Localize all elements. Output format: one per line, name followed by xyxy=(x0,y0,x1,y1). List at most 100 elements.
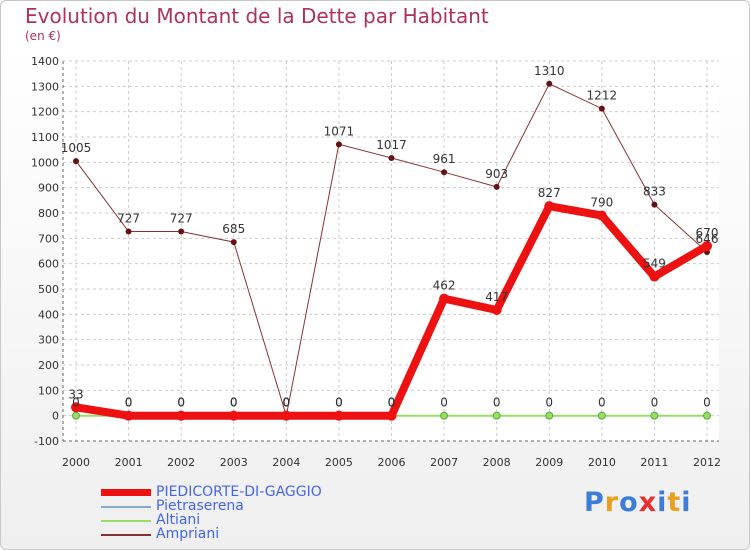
plot-area xyxy=(63,61,719,441)
x-tick-label: 2008 xyxy=(483,456,511,469)
data-label: 0 xyxy=(335,396,343,410)
data-label: 961 xyxy=(433,152,456,166)
piedicorte-point xyxy=(439,293,450,304)
data-label: 0 xyxy=(177,396,185,410)
data-label: 727 xyxy=(117,211,140,225)
data-label: 0 xyxy=(703,396,711,410)
altiani-point xyxy=(72,411,80,420)
piedicorte-point xyxy=(544,201,555,212)
data-label: 0 xyxy=(283,396,291,410)
y-tick-label: 1000 xyxy=(31,156,59,169)
ampriani-point xyxy=(493,183,500,190)
data-label: 0 xyxy=(545,396,553,410)
logo-letter: x xyxy=(638,487,658,518)
legend-label: Pietraserena xyxy=(156,498,244,514)
y-tick-label: 800 xyxy=(38,207,59,220)
y-tick-label: 600 xyxy=(38,258,59,271)
y-tick-label: 100 xyxy=(38,384,59,397)
data-label: 0 xyxy=(335,396,343,410)
data-label: 1017 xyxy=(376,138,407,152)
x-tick-label: 2011 xyxy=(640,456,668,469)
data-label: 0 xyxy=(125,396,133,410)
ampriani-point xyxy=(546,80,553,87)
data-label: 727 xyxy=(170,211,193,225)
data-label: 1212 xyxy=(587,89,618,103)
altiani-point xyxy=(597,411,606,420)
legend-swatch xyxy=(101,506,151,508)
piedicorte-point xyxy=(228,410,239,421)
ampriani-point xyxy=(598,105,605,112)
x-tick-label: 2003 xyxy=(220,456,248,469)
data-label: 833 xyxy=(643,185,666,199)
ampriani-point xyxy=(441,169,448,176)
data-label: 0 xyxy=(440,396,448,410)
altiani-point xyxy=(545,411,554,420)
piedicorte-point xyxy=(649,271,660,282)
data-label: 646 xyxy=(696,232,719,246)
data-label: 827 xyxy=(538,186,561,200)
data-label: 0 xyxy=(230,396,238,410)
chart-subtitle: (en €) xyxy=(25,29,61,43)
ampriani-point xyxy=(178,228,185,235)
altiani-point xyxy=(440,411,449,420)
data-label: 33 xyxy=(68,387,83,401)
y-tick-label: 900 xyxy=(38,182,59,195)
legend-label: Ampriani xyxy=(156,526,220,542)
legend-label: PIEDICORTE-DI-GAGGIO xyxy=(156,484,322,500)
data-label: 0 xyxy=(388,396,396,410)
piedicorte-point xyxy=(281,410,292,421)
ampriani-point xyxy=(125,228,132,235)
piedicorte-point xyxy=(333,410,344,421)
x-tick-label: 2012 xyxy=(693,456,721,469)
data-label: 0 xyxy=(230,396,238,410)
ampriani-point xyxy=(335,141,342,148)
x-tick-label: 2006 xyxy=(378,456,406,469)
logo-letter: i xyxy=(657,487,668,518)
y-tick-label: -100 xyxy=(34,435,59,448)
ampriani-point xyxy=(230,239,237,246)
piedicorte-point xyxy=(596,210,607,221)
legend-swatch xyxy=(101,489,151,496)
data-label: 1005 xyxy=(61,141,92,155)
x-tick-label: 2004 xyxy=(272,456,300,469)
proxiti-logo: Proxiti xyxy=(584,487,692,518)
data-label: 0 xyxy=(283,396,291,410)
logo-letter: r xyxy=(604,487,620,518)
y-tick-label: 1200 xyxy=(31,106,59,119)
piedicorte-point xyxy=(491,305,502,316)
logo-letter: i xyxy=(681,487,692,518)
data-label: 0 xyxy=(125,396,133,410)
ampriani-point xyxy=(651,201,658,208)
legend-swatch xyxy=(101,534,151,536)
piedicorte-point xyxy=(176,410,187,421)
piedicorte-point xyxy=(386,410,397,421)
legend-swatch xyxy=(101,520,151,522)
altiani-point xyxy=(650,411,659,420)
legend-label: Altiani xyxy=(156,512,201,528)
logo-letter: P xyxy=(584,487,605,518)
data-label: 1310 xyxy=(534,64,565,78)
y-tick-label: 200 xyxy=(38,359,59,372)
logo-letter: o xyxy=(619,487,639,518)
y-tick-label: 1100 xyxy=(31,131,59,144)
x-tick-label: 2005 xyxy=(325,456,353,469)
data-label: 417 xyxy=(485,290,508,304)
data-label: 790 xyxy=(590,196,613,210)
piedicorte-point xyxy=(702,240,712,251)
data-label: 0 xyxy=(283,396,291,410)
data-label: 549 xyxy=(643,257,666,271)
y-tick-label: 400 xyxy=(38,308,59,321)
y-tick-label: 300 xyxy=(38,334,59,347)
data-label: 670 xyxy=(696,226,719,240)
data-label: 903 xyxy=(485,167,508,181)
ampriani-point xyxy=(73,158,79,165)
x-tick-label: 2009 xyxy=(535,456,563,469)
y-tick-label: 1400 xyxy=(31,55,59,68)
data-label: 462 xyxy=(433,279,456,293)
piedicorte-point xyxy=(123,410,134,421)
x-tick-label: 2001 xyxy=(115,456,143,469)
y-tick-label: 0 xyxy=(52,410,59,423)
data-label: 1071 xyxy=(324,124,355,138)
